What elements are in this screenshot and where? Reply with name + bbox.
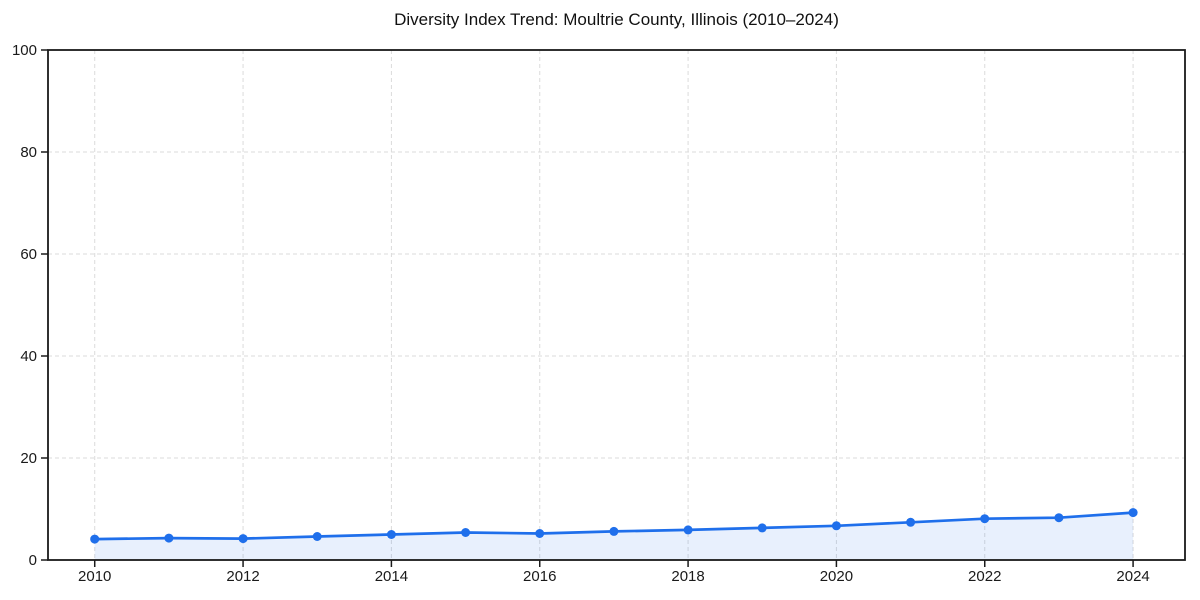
data-point-marker xyxy=(1054,513,1064,523)
data-point-marker xyxy=(312,532,322,541)
y-tick-label: 40 xyxy=(20,348,37,365)
chart-title: Diversity Index Trend: Moultrie County, … xyxy=(394,10,839,29)
data-point-marker xyxy=(164,533,174,543)
x-tick-label: 2022 xyxy=(968,568,1001,585)
plot-border xyxy=(47,49,1186,561)
x-tick-label: 2016 xyxy=(523,568,556,585)
data-point-marker xyxy=(980,514,990,524)
x-tick-label: 2010 xyxy=(78,568,111,585)
data-point-marker xyxy=(238,534,248,544)
y-tick-label: 60 xyxy=(20,246,37,263)
x-tick-label: 2024 xyxy=(1116,568,1149,585)
y-tick-label: 100 xyxy=(12,42,37,59)
data-point-marker xyxy=(683,525,693,535)
data-point-marker xyxy=(461,528,471,537)
data-point-marker xyxy=(386,530,396,539)
data-point-marker xyxy=(90,534,100,544)
y-tick-label: 80 xyxy=(20,144,37,161)
data-point-marker xyxy=(609,526,619,536)
x-tick-label: 2012 xyxy=(226,568,259,585)
data-point-marker xyxy=(757,523,767,533)
data-point-marker xyxy=(831,521,841,531)
y-tick-label: 0 xyxy=(29,552,37,569)
y-tick-label: 20 xyxy=(20,450,37,467)
x-tick-label: 2014 xyxy=(375,568,408,585)
data-point-marker xyxy=(1128,508,1138,518)
x-tick-label: 2020 xyxy=(820,568,853,585)
data-point-marker xyxy=(535,529,545,538)
x-tick-label: 2018 xyxy=(671,568,704,585)
data-point-marker xyxy=(906,517,916,527)
